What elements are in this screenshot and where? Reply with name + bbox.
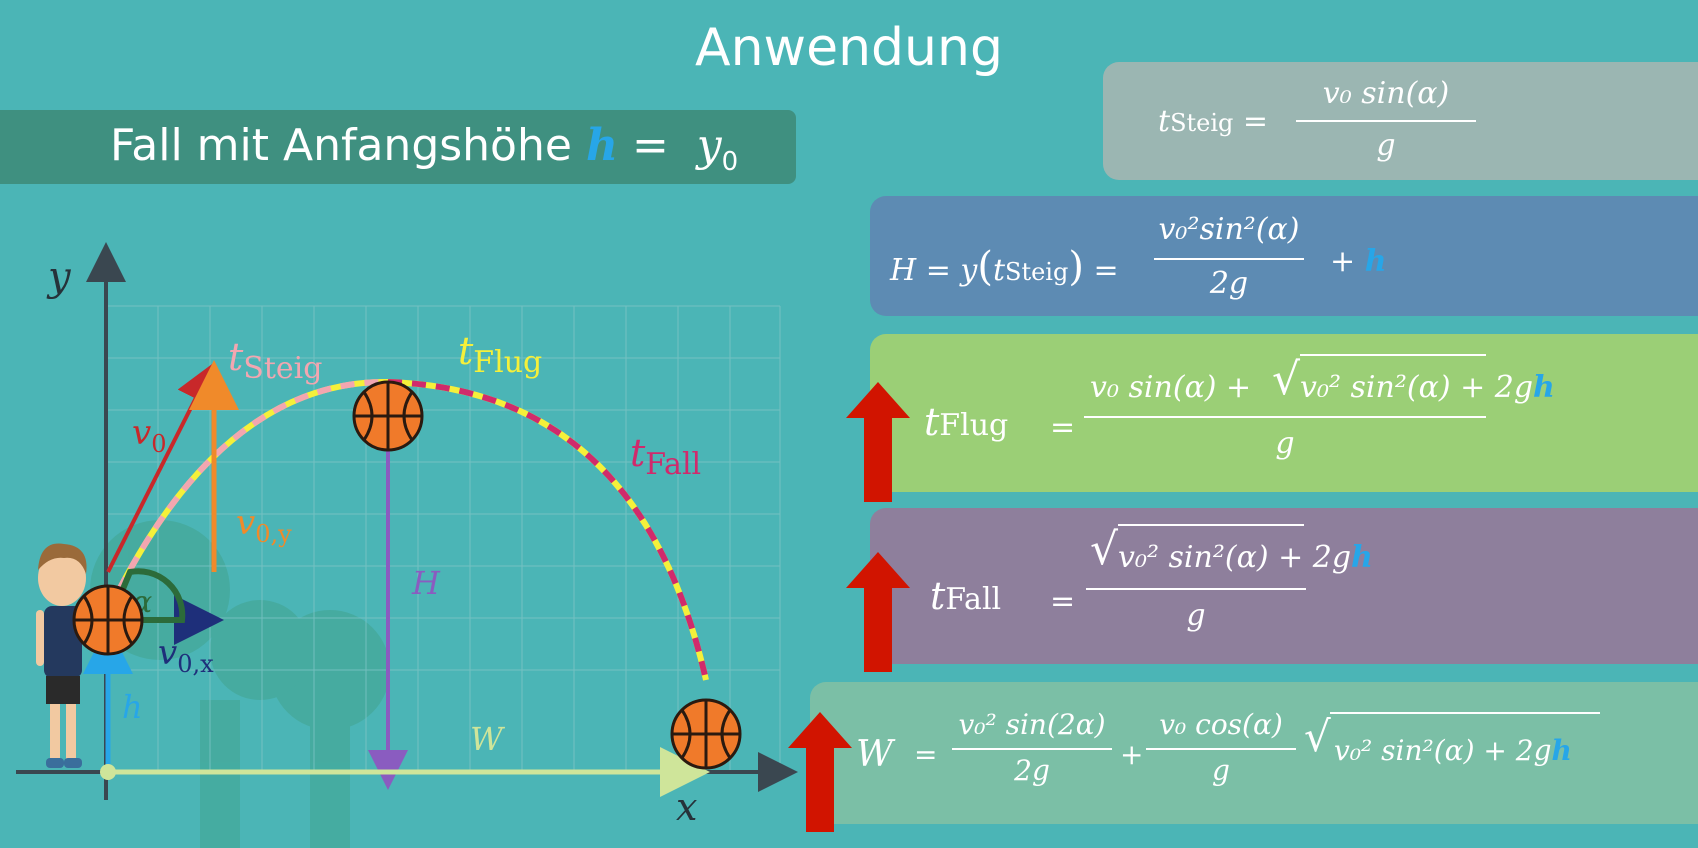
H-h-term: h <box>1364 244 1387 279</box>
t-steig-fraction-bar <box>1296 120 1476 122</box>
W-frac1-numerator: v₀² sin(2α) <box>958 708 1106 741</box>
t-fall-lhs-sub: Fall <box>945 582 1002 617</box>
card-H <box>870 196 1698 316</box>
t-steig-denominator: g <box>1376 128 1396 163</box>
subtitle-text: Fall mit Anfangshöhe h = y0 <box>110 120 738 177</box>
v0x-sub: 0,x <box>177 650 214 678</box>
trajectory-rise-dash <box>105 378 389 614</box>
t-flug-sqrt-bar <box>1300 354 1486 356</box>
t-flug-sub: Flug <box>473 345 542 380</box>
H-arg: t <box>992 253 1005 288</box>
card-W <box>810 682 1698 824</box>
t-flug-lhs-sub: Flug <box>939 408 1009 443</box>
v0-label: v0 <box>132 413 167 458</box>
trajectory-fall-dash <box>387 379 709 681</box>
W-sqrt-bar <box>1330 712 1600 714</box>
basketball-icon <box>670 698 742 770</box>
t-fall-label: tFall <box>630 431 701 482</box>
basketball-icon <box>72 584 144 656</box>
t-fall-sqrt: v₀² sin²(α) + 2g <box>1118 540 1352 575</box>
v0y-label: v0,y <box>236 503 292 548</box>
projectile-diagram: y x tSteig tFlug tFall v0 v0,y v0,x α h … <box>16 242 798 848</box>
W-sqrt: v₀² sin²(α) + 2g <box>1334 734 1552 767</box>
W-frac2-numerator: v₀ cos(α) <box>1159 708 1283 741</box>
subtitle-banner: Fall mit Anfangshöhe h = y0 <box>0 110 796 184</box>
v0-v: v <box>132 413 151 453</box>
v0x-v: v <box>158 633 177 673</box>
t-steig-label: tSteig <box>228 335 322 386</box>
W-frac1-bar <box>952 748 1112 750</box>
t-fall-h-term: h <box>1351 540 1373 575</box>
red-up-arrow-icon <box>846 382 910 502</box>
t-fall-sub: Fall <box>645 447 701 482</box>
W-h-term: h <box>1551 734 1572 767</box>
W-frac2-bar <box>1146 748 1296 750</box>
t-steig-t: t <box>228 335 244 379</box>
t-flug-t: t <box>458 329 474 373</box>
subtitle-label: Fall mit Anfangshöhe <box>110 120 572 171</box>
t-fall-denominator: g <box>1186 598 1206 633</box>
red-up-arrow-icon <box>846 552 910 672</box>
t-flug-sqrt-symbol: √ <box>1272 354 1301 405</box>
t-fall-fraction-bar <box>1086 588 1306 590</box>
subtitle-equals: = <box>631 120 669 171</box>
h-label: h <box>122 688 143 726</box>
t-fall-sqrt-bar <box>1118 524 1304 526</box>
t-fall-lhs: t <box>930 574 946 618</box>
v0y-v: v <box>236 503 255 543</box>
t-flug-fraction-bar <box>1084 416 1486 418</box>
x-axis-label: x <box>676 785 697 829</box>
t-flug-label: tFlug <box>458 329 542 380</box>
subtitle-y-subscript: 0 <box>721 146 739 177</box>
t-steig-lhs-sub: Steig <box>1170 109 1234 137</box>
y-axis-label: y <box>46 254 72 300</box>
red-up-arrow-icon <box>788 712 852 832</box>
basketball-icon <box>352 380 424 452</box>
alpha-arc <box>105 568 186 623</box>
t-flug-numerator-a: v₀ sin(α) + <box>1090 370 1252 405</box>
H-plus: + <box>1330 244 1356 279</box>
trajectory-fall-segment <box>387 379 709 681</box>
t-flug-lhs: t <box>924 400 940 444</box>
t-fall-sqrt-symbol: √ <box>1090 524 1119 575</box>
t-steig-numerator: v₀ sin(α) <box>1322 76 1450 111</box>
subtitle-h-symbol: h <box>585 120 618 171</box>
t-flug-denominator: g <box>1275 426 1295 461</box>
W-frac2-denominator: g <box>1212 754 1230 787</box>
card-t-flug <box>870 334 1698 492</box>
H-denominator: 2g <box>1209 266 1249 301</box>
t-steig-lhs: t <box>1158 104 1171 139</box>
H-numerator: v₀²sin²(α) <box>1158 212 1300 247</box>
W-label: W <box>470 720 506 758</box>
card-t-fall <box>870 508 1698 664</box>
v0y-sub: 0,y <box>255 520 292 548</box>
t-fall-t: t <box>630 431 646 475</box>
W-sqrt-symbol: √ <box>1304 712 1331 761</box>
v0x-label: v0,x <box>158 633 214 678</box>
boy-character-icon <box>36 543 87 768</box>
t-flug-h-term: h <box>1533 370 1555 405</box>
W-lhs: W <box>856 734 894 775</box>
W-frac1-denominator: 2g <box>1014 754 1050 787</box>
H-arg-sub: Steig <box>1005 258 1069 286</box>
subtitle-y-symbol: y <box>696 120 722 171</box>
H-fraction-bar <box>1154 258 1304 260</box>
W-plus: + <box>1120 738 1144 771</box>
H-lhs: H = y <box>890 253 978 288</box>
t-flug-sqrt: v₀² sin²(α) + 2g <box>1300 370 1534 405</box>
H-label: H <box>411 564 441 602</box>
v0-sub: 0 <box>151 430 166 458</box>
origin-point <box>100 764 116 780</box>
t-steig-sub: Steig <box>243 351 322 386</box>
slide-title: Anwendung <box>695 18 1003 78</box>
